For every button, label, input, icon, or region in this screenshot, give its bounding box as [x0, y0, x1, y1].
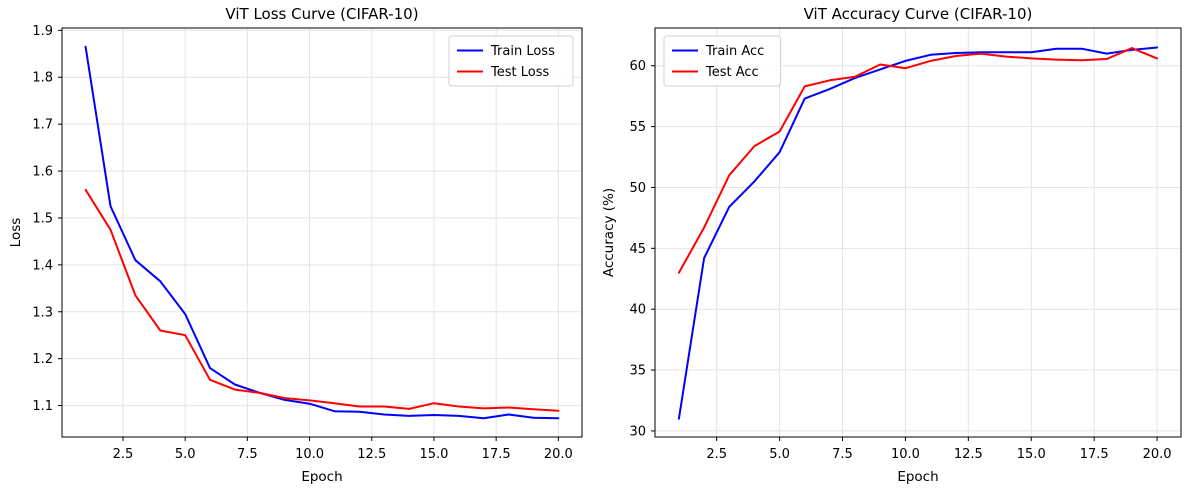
test-acc-line: [677, 47, 1159, 274]
legend-label: Train Acc: [705, 44, 764, 59]
y-tick-label: 1.7: [32, 118, 53, 133]
plot-border: [654, 27, 1182, 438]
x-tick-label: 2.5: [113, 447, 134, 462]
y-tick-label: 30: [629, 424, 646, 439]
chart-title: ViT Accuracy Curve (CIFAR-10): [804, 5, 1033, 23]
train-loss-line: [84, 45, 560, 420]
test-loss-line: [84, 188, 560, 412]
legend-label: Test Acc: [705, 65, 759, 80]
x-tick-label: 10.0: [295, 447, 324, 462]
y-tick-label: 1.5: [32, 211, 53, 226]
y-tick-label: 45: [629, 242, 646, 257]
legend-label: Test Loss: [490, 65, 549, 80]
y-tick-label: 55: [629, 120, 646, 135]
legend: [663, 35, 782, 87]
x-tick-label: 7.5: [832, 447, 853, 462]
legend: [448, 35, 574, 87]
y-tick-label: 1.9: [32, 24, 53, 39]
y-axis-label: Accuracy (%): [601, 188, 617, 277]
chart-title: ViT Loss Curve (CIFAR-10): [225, 5, 418, 23]
y-tick-label: 1.4: [32, 258, 53, 273]
y-tick-label: 1.6: [32, 165, 53, 180]
x-tick-label: 7.5: [237, 447, 258, 462]
x-axis-label: Epoch: [897, 469, 938, 485]
x-tick-label: 17.5: [1080, 447, 1109, 462]
x-tick-label: 12.5: [357, 447, 386, 462]
y-tick-label: 1.3: [32, 305, 53, 320]
x-tick-label: 15.0: [419, 447, 448, 462]
plot-border: [61, 27, 583, 438]
y-tick-label: 60: [629, 59, 646, 74]
x-tick-label: 2.5: [706, 447, 727, 462]
x-axis-label: Epoch: [301, 469, 342, 485]
x-tick-label: 20.0: [1143, 447, 1172, 462]
y-tick-label: 35: [629, 364, 646, 379]
y-tick-label: 1.8: [32, 71, 53, 86]
x-tick-label: 20.0: [544, 447, 573, 462]
x-tick-label: 12.5: [954, 447, 983, 462]
y-tick-label: 1.1: [32, 399, 53, 414]
y-tick-label: 50: [629, 181, 646, 196]
x-tick-label: 5.0: [175, 447, 196, 462]
y-tick-label: 1.2: [32, 352, 53, 367]
legend-label: Train Loss: [490, 44, 555, 59]
x-tick-label: 17.5: [482, 447, 511, 462]
x-tick-label: 10.0: [891, 447, 920, 462]
y-axis-label: Loss: [8, 218, 24, 248]
y-tick-label: 40: [629, 303, 646, 318]
x-tick-label: 5.0: [769, 447, 790, 462]
x-tick-label: 15.0: [1017, 447, 1046, 462]
train-acc-line: [677, 46, 1159, 420]
